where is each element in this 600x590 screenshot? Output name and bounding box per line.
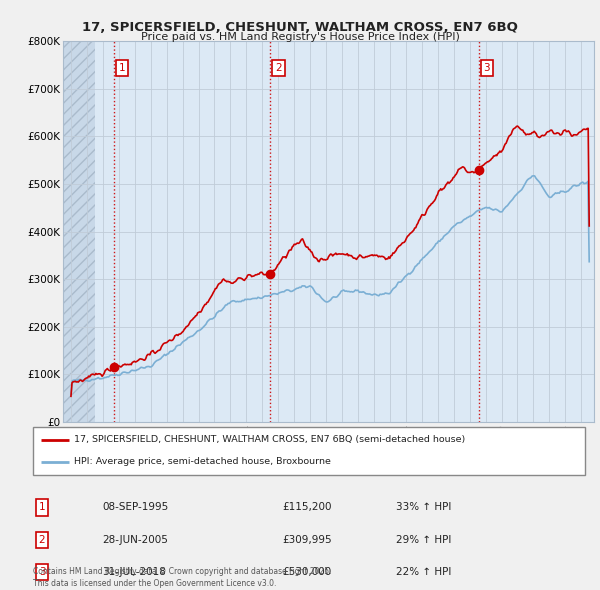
Text: 33% ↑ HPI: 33% ↑ HPI	[396, 503, 451, 512]
Text: 3: 3	[484, 63, 490, 73]
Bar	[63, 41, 95, 422]
Text: 29% ↑ HPI: 29% ↑ HPI	[396, 535, 451, 545]
Text: Contains HM Land Registry data © Crown copyright and database right 2025.
This d: Contains HM Land Registry data © Crown c…	[33, 567, 331, 588]
Text: 17, SPICERSFIELD, CHESHUNT, WALTHAM CROSS, EN7 6BQ: 17, SPICERSFIELD, CHESHUNT, WALTHAM CROS…	[82, 21, 518, 34]
Text: 22% ↑ HPI: 22% ↑ HPI	[396, 568, 451, 577]
Text: £115,200: £115,200	[282, 503, 331, 512]
Text: Price paid vs. HM Land Registry's House Price Index (HPI): Price paid vs. HM Land Registry's House …	[140, 32, 460, 42]
Text: 28-JUN-2005: 28-JUN-2005	[102, 535, 168, 545]
Text: 3: 3	[38, 568, 46, 577]
FancyBboxPatch shape	[33, 427, 585, 475]
Text: 31-JUL-2018: 31-JUL-2018	[102, 568, 166, 577]
Text: HPI: Average price, semi-detached house, Broxbourne: HPI: Average price, semi-detached house,…	[74, 457, 331, 466]
Text: 2: 2	[38, 535, 46, 545]
Text: 2: 2	[275, 63, 281, 73]
Text: £309,995: £309,995	[282, 535, 332, 545]
Text: 17, SPICERSFIELD, CHESHUNT, WALTHAM CROSS, EN7 6BQ (semi-detached house): 17, SPICERSFIELD, CHESHUNT, WALTHAM CROS…	[74, 435, 466, 444]
Text: £530,000: £530,000	[282, 568, 331, 577]
Text: 08-SEP-1995: 08-SEP-1995	[102, 503, 168, 512]
Text: 1: 1	[38, 503, 46, 512]
Text: 1: 1	[119, 63, 125, 73]
